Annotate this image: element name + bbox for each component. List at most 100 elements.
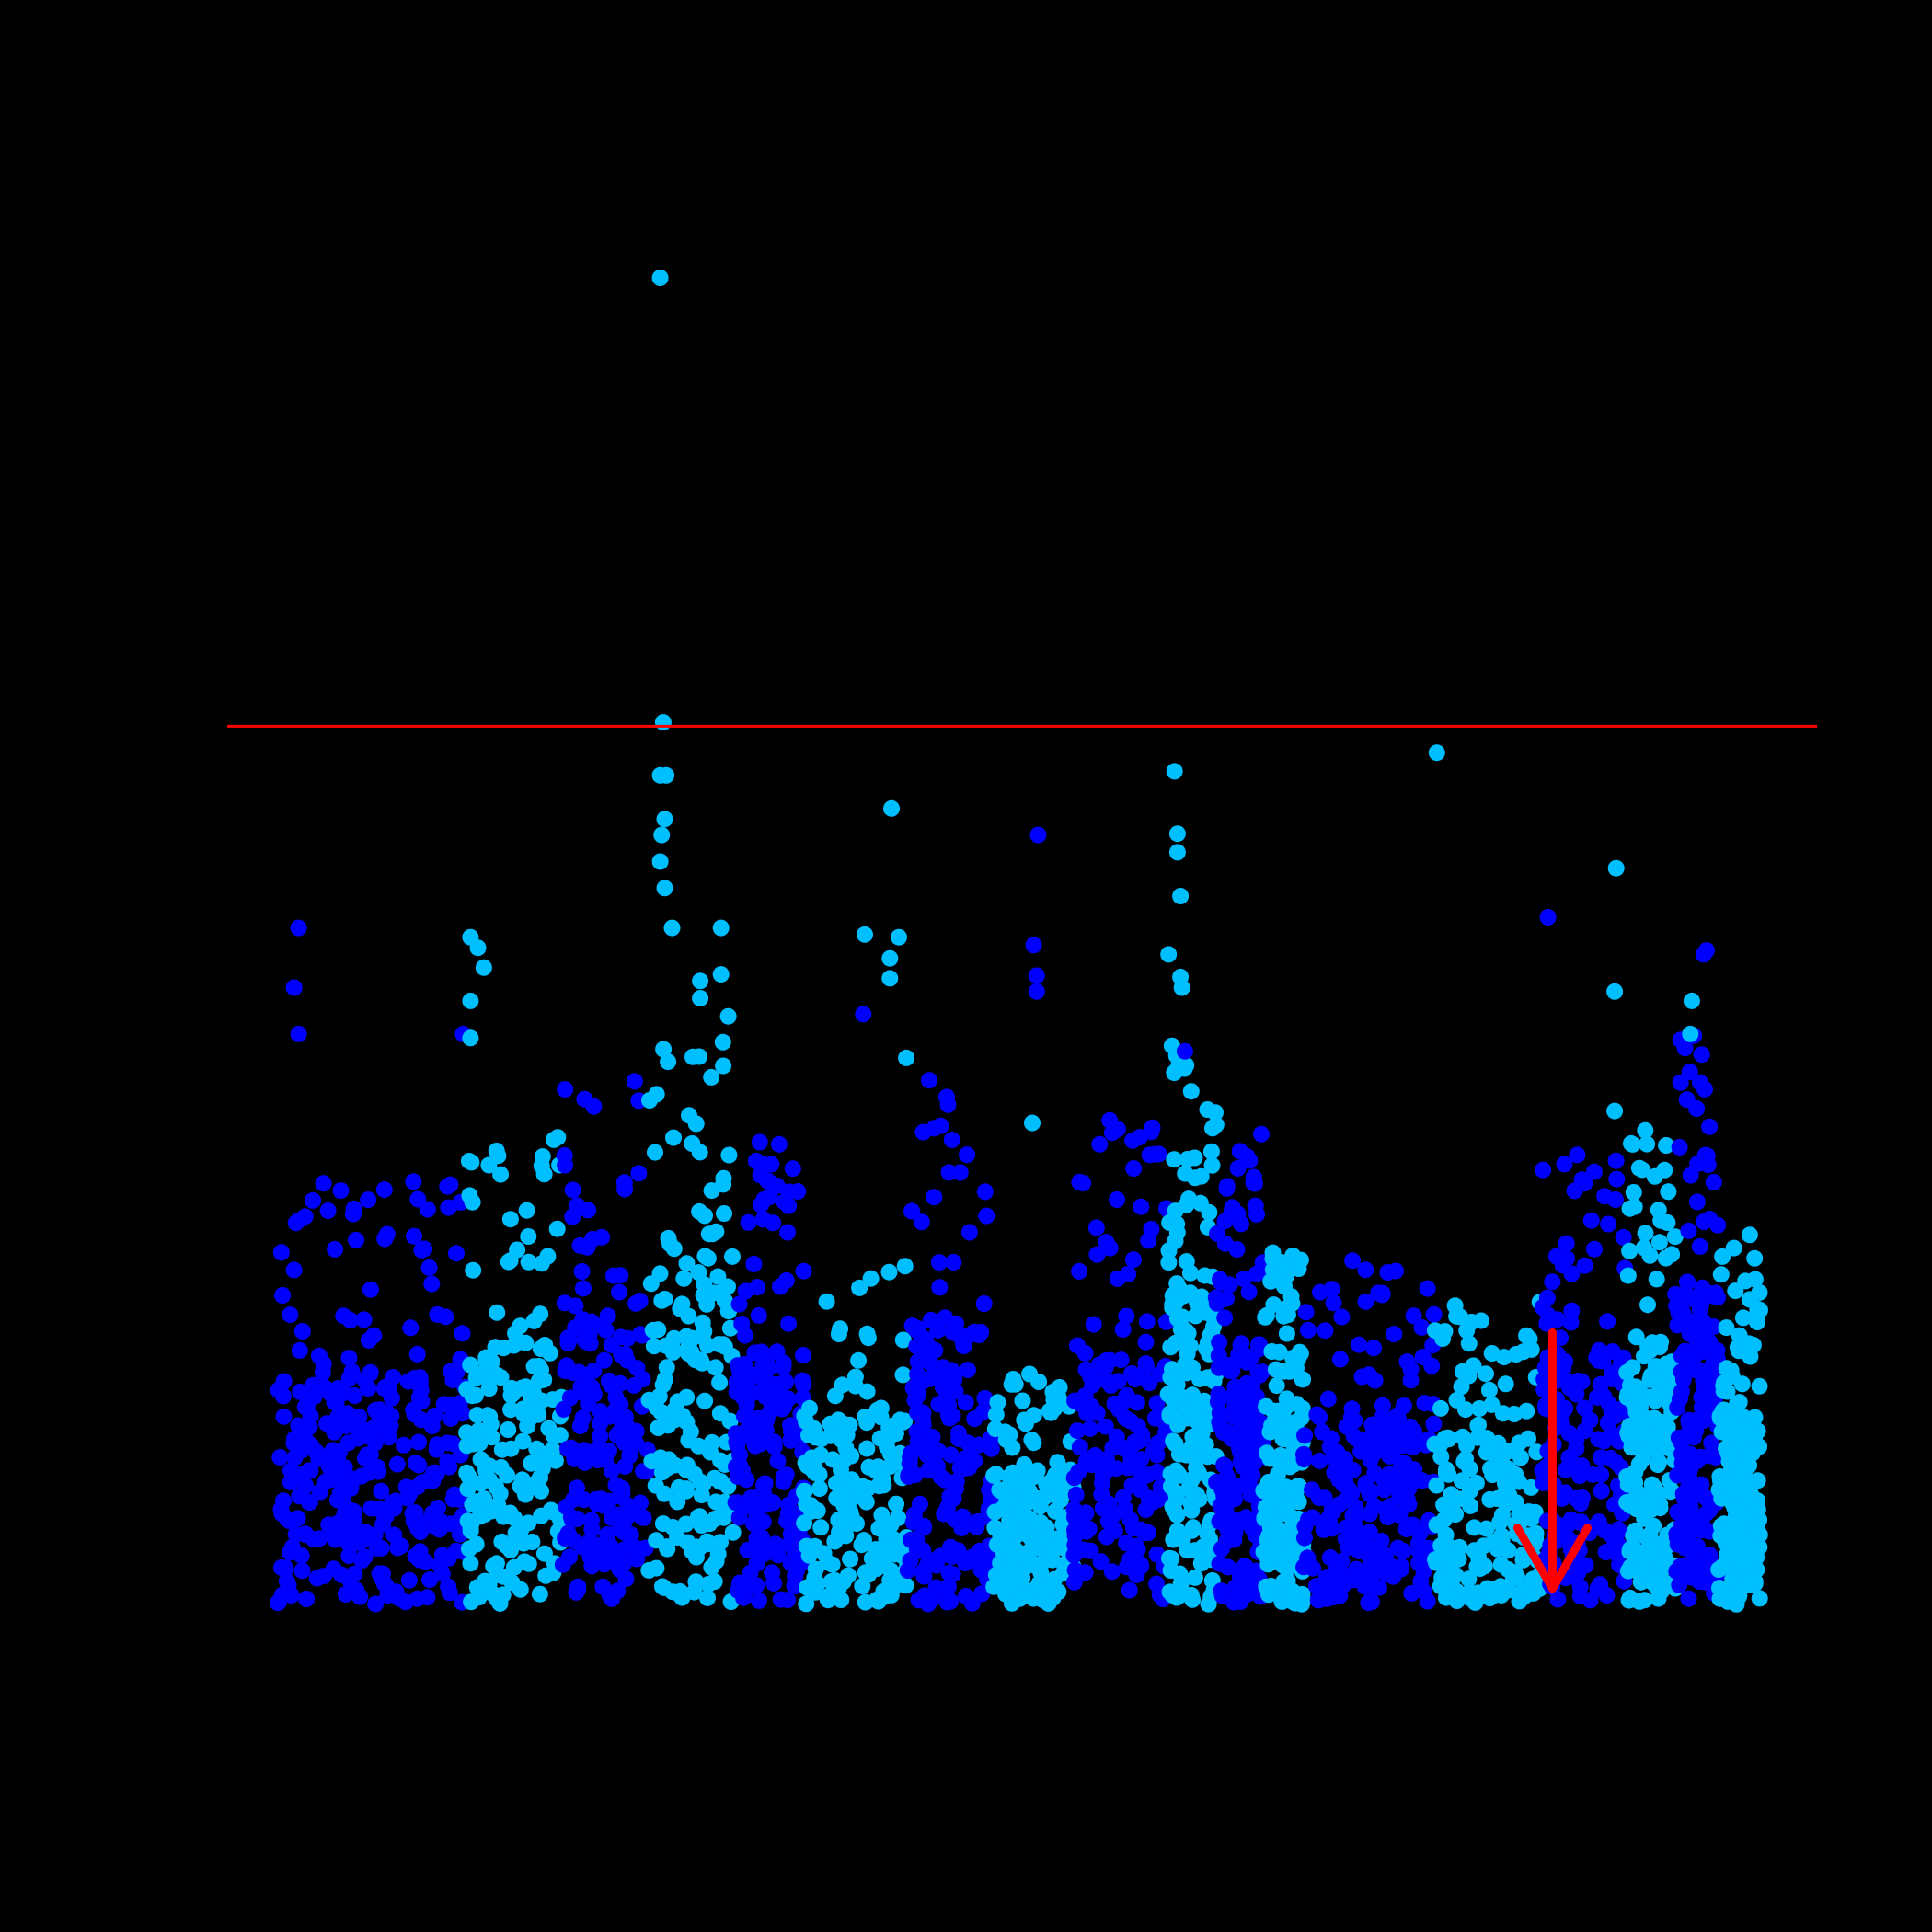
snp-point: [1184, 1359, 1201, 1376]
snp-point: [971, 1436, 988, 1454]
snp-point: [1021, 1365, 1039, 1383]
snp-point: [669, 1393, 686, 1410]
snp-point: [1467, 1474, 1485, 1491]
snp-point: [442, 1176, 459, 1193]
snp-point: [635, 1509, 652, 1526]
snp-point: [1377, 1501, 1395, 1518]
snp-point: [614, 1414, 631, 1432]
snp-point: [1169, 1588, 1187, 1605]
snp-point: [1216, 1309, 1234, 1327]
snp-point: [1331, 1351, 1349, 1368]
snp-point: [1650, 1456, 1666, 1474]
snp-point: [595, 1351, 613, 1369]
snp-point: [1688, 1193, 1706, 1211]
snp-point: [1279, 1498, 1296, 1515]
snp-point: [348, 1231, 364, 1248]
snp-point: [1210, 1347, 1227, 1364]
snp-point: [1076, 1564, 1094, 1581]
snp-point: [910, 1386, 927, 1403]
snp-point: [753, 1196, 770, 1213]
snp-point: [271, 1449, 289, 1466]
snp-point: [938, 1088, 955, 1106]
snp-point: [405, 1173, 422, 1190]
snp-point: [1076, 1344, 1094, 1362]
snp-point: [367, 1595, 385, 1613]
snp-point: [975, 1295, 993, 1312]
snp-point: [862, 1270, 880, 1287]
snp-point: [1168, 825, 1186, 843]
snp-point: [823, 1556, 841, 1573]
snp-point: [1088, 1246, 1106, 1263]
snp-point: [290, 1025, 307, 1042]
snp-point: [376, 1378, 394, 1396]
snp-point: [1680, 1222, 1697, 1239]
snp-point: [1258, 1444, 1275, 1462]
snp-point: [554, 1556, 571, 1573]
snp-point: [755, 1486, 773, 1503]
snp-point: [441, 1458, 458, 1476]
snp-point: [1377, 1549, 1395, 1567]
snp-point: [571, 1236, 589, 1254]
snp-point: [1168, 844, 1186, 861]
snp-point: [1296, 1427, 1313, 1444]
snp-point: [850, 1351, 868, 1369]
snp-point: [1586, 1240, 1603, 1258]
snp-point: [1172, 1575, 1190, 1593]
snp-point: [1638, 1409, 1655, 1427]
snp-point: [573, 1538, 591, 1556]
snp-point: [674, 1408, 692, 1424]
snp-point: [1374, 1397, 1391, 1414]
snp-point: [332, 1182, 350, 1200]
snp-point: [1397, 1521, 1415, 1537]
snp-point: [1145, 1145, 1163, 1163]
snp-point: [559, 1440, 576, 1457]
snp-point: [1619, 1424, 1637, 1442]
snp-point: [670, 1478, 687, 1496]
snp-point: [632, 1326, 649, 1343]
snp-point: [1483, 1396, 1501, 1413]
snp-point: [1493, 1450, 1511, 1467]
snp-point: [665, 1240, 683, 1258]
snp-point: [1118, 1389, 1135, 1407]
snp-point: [976, 1389, 994, 1407]
snp-point: [750, 1306, 767, 1324]
snp-point: [1308, 1406, 1326, 1423]
highlight-points-layer: [285, 270, 1715, 1132]
snp-point: [1624, 1135, 1641, 1153]
snp-point: [1400, 1421, 1418, 1439]
snp-point: [1099, 1373, 1116, 1390]
snp-point: [599, 1526, 616, 1543]
snp-point: [1087, 1219, 1105, 1236]
snp-point: [311, 1530, 328, 1547]
snp-point: [1112, 1351, 1130, 1369]
snp-point: [663, 919, 681, 937]
snp-point: [880, 1428, 898, 1445]
snp-point: [1182, 1083, 1200, 1100]
snp-point: [954, 1508, 972, 1525]
snp-point: [1150, 1434, 1167, 1452]
snp-point: [502, 1440, 520, 1457]
snp-point: [1553, 1489, 1570, 1507]
snp-point: [1207, 1116, 1225, 1133]
snp-point: [1361, 1548, 1378, 1566]
snp-point: [656, 811, 673, 828]
snp-point: [999, 1519, 1017, 1536]
snp-point: [692, 990, 709, 1006]
snp-point: [340, 1370, 358, 1387]
snp-point: [407, 1547, 424, 1565]
snp-point: [1101, 1111, 1119, 1129]
snp-point: [512, 1317, 529, 1335]
snp-point: [546, 1428, 563, 1445]
snp-point: [1144, 1493, 1162, 1511]
snp-point: [407, 1455, 424, 1472]
snp-point: [1387, 1262, 1404, 1280]
snp-point: [1703, 1434, 1720, 1452]
snp-point: [1697, 1505, 1715, 1523]
snp-point: [488, 1555, 505, 1572]
snp-point: [1608, 1525, 1626, 1543]
snp-point: [1511, 1593, 1528, 1610]
snp-point: [1160, 946, 1178, 963]
snp-point: [1395, 1543, 1412, 1559]
snp-point: [704, 1225, 721, 1243]
snp-point: [1264, 1250, 1282, 1268]
